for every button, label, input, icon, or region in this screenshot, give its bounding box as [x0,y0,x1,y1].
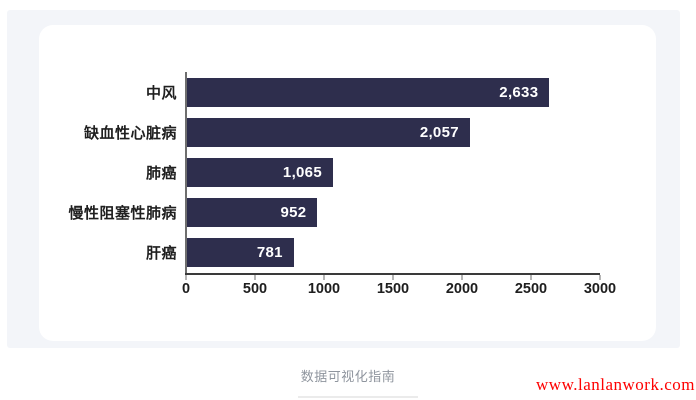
bar: 952 [186,198,318,228]
category-label: 中风 [145,84,177,102]
x-tick-label: 3000 [583,281,617,297]
x-tick-mark [323,275,325,280]
bar-value-label: 1,065 [282,163,322,181]
x-tick-label: 500 [242,281,268,297]
x-axis-ticks: 0 500 1000 1500 2000 2500 3000 [39,275,656,305]
chart-row: 慢性阻塞性肺病 952 [39,193,656,233]
category-label: 慢性阻塞性肺病 [68,205,177,223]
bar: 781 [186,238,294,268]
x-axis-line [185,273,600,275]
bar-chart: 中风 2,633 缺血性心脏病 2,057 肺癌 1,065 慢性阻塞性肺病 952 肝癌 781… [39,25,656,341]
x-tick-label: 2500 [514,281,548,297]
chart-row: 缺血性心脏病 2,057 [39,112,656,152]
bar-value-label: 2,057 [419,123,459,141]
bar: 1,065 [186,157,333,187]
x-tick-label: 2000 [445,281,479,297]
background-panel: 中风 2,633 缺血性心脏病 2,057 肺癌 1,065 慢性阻塞性肺病 952 肝癌 781… [7,10,680,348]
x-tick-label: 0 [181,281,191,297]
bar: 2,057 [186,117,470,147]
chart-row: 肺癌 1,065 [39,152,656,192]
bar-value-label: 952 [280,204,307,222]
chart-row: 中风 2,633 [39,72,656,112]
y-axis-line [185,72,187,275]
category-label: 肺癌 [145,164,177,182]
x-tick-mark [530,275,532,280]
x-tick-label: 1500 [376,281,410,297]
x-tick-mark [392,275,394,280]
x-tick-mark [254,275,256,280]
footer-caption: 数据可视化指南 [300,369,396,384]
category-label: 肝癌 [145,245,177,263]
footer-divider [298,396,418,398]
bar-value-label: 781 [256,244,283,262]
watermark-link: www.lanlanwork.com [536,375,695,394]
category-label: 缺血性心脏病 [83,124,177,142]
x-tick-label: 1000 [307,281,341,297]
x-tick-mark [185,275,187,280]
chart-row: 肝癌 781 [39,233,656,273]
chart-rows: 中风 2,633 缺血性心脏病 2,057 肺癌 1,065 慢性阻塞性肺病 952 肝癌 781 [39,72,656,273]
bar: 2,633 [186,77,550,107]
bar-value-label: 2,633 [499,83,539,101]
chart-card: 中风 2,633 缺血性心脏病 2,057 肺癌 1,065 慢性阻塞性肺病 952 肝癌 781… [39,25,656,341]
x-tick-mark [599,275,601,280]
x-tick-mark [461,275,463,280]
